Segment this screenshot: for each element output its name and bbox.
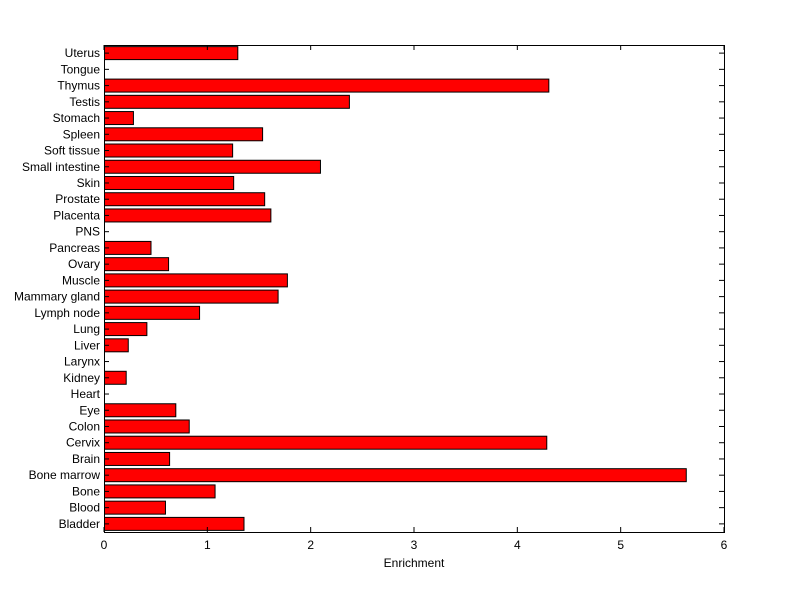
bar-uterus	[104, 46, 239, 61]
bar-lymph-node	[104, 305, 201, 320]
y-tick-label: Cervix	[66, 436, 100, 450]
bar-bladder	[104, 516, 245, 531]
ticks-layer	[103, 45, 725, 532]
plot-frame	[104, 45, 725, 533]
y-tick-label: Soft tissue	[44, 144, 100, 158]
bar-thymus	[104, 78, 550, 93]
x-tick-label: 6	[721, 538, 728, 552]
bar-colon	[104, 419, 190, 434]
y-tick-label: Colon	[69, 419, 100, 433]
bar-testis	[104, 94, 350, 109]
bar-ovary	[104, 257, 170, 272]
x-tick-label: 3	[411, 538, 418, 552]
x-tick-label: 1	[204, 538, 211, 552]
x-tick-label: 4	[514, 538, 521, 552]
bar-pancreas	[104, 240, 152, 255]
bar-muscle	[104, 273, 288, 288]
bar-spleen	[104, 127, 264, 142]
y-tick-label: Placenta	[53, 208, 100, 222]
x-axis-title: Enrichment	[384, 556, 445, 570]
bar-placenta	[104, 208, 272, 223]
bars-layer	[104, 46, 687, 531]
y-tick-label: Stomach	[53, 111, 100, 125]
bar-cervix	[104, 435, 548, 450]
y-tick-label: Tongue	[61, 62, 101, 76]
y-tick-label: Brain	[72, 452, 100, 466]
bar-bone-marrow	[104, 468, 687, 483]
y-tick-label: Kidney	[63, 371, 100, 385]
y-tick-label: Mammary gland	[14, 290, 100, 304]
y-tick-label: Testis	[69, 95, 100, 109]
x-tick-label: 5	[617, 538, 624, 552]
y-tick-label: Larynx	[64, 355, 100, 369]
y-tick-label: PNS	[75, 225, 100, 239]
y-tick-label: Liver	[74, 338, 100, 352]
bar-brain	[104, 451, 171, 466]
bar-soft-tissue	[104, 143, 234, 158]
y-tick-label: Lung	[73, 322, 100, 336]
bar-mammary-gland	[104, 289, 279, 304]
bar-blood	[104, 500, 166, 515]
x-tick-label: 2	[307, 538, 314, 552]
y-tick-label: Spleen	[63, 127, 100, 141]
y-tick-label: Heart	[71, 387, 101, 401]
bar-bone	[104, 484, 216, 499]
y-tick-label: Bladder	[59, 517, 100, 531]
x-tick-label: 0	[101, 538, 108, 552]
y-tick-label: Bone	[72, 484, 100, 498]
y-tick-label: Blood	[69, 501, 100, 515]
y-tick-label: Eye	[79, 403, 100, 417]
y-tick-label: Lymph node	[34, 306, 100, 320]
bar-lung	[104, 322, 148, 337]
bar-skin	[104, 175, 235, 190]
y-tick-label: Thymus	[57, 79, 100, 93]
y-tick-label: Ovary	[68, 257, 100, 271]
bar-small-intestine	[104, 159, 321, 174]
y-tick-label: Pancreas	[49, 241, 100, 255]
y-tick-label: Uterus	[65, 46, 100, 60]
y-tick-label: Prostate	[55, 192, 100, 206]
bar-prostate	[104, 192, 266, 207]
y-tick-label: Bone marrow	[29, 468, 101, 482]
y-tick-label: Skin	[77, 176, 100, 190]
y-tick-label: Muscle	[62, 273, 100, 287]
bar-eye	[104, 403, 177, 418]
y-tick-label: Small intestine	[22, 160, 100, 174]
labels-layer: Uterus Tongue Thymus Testis Stomach Spleen Sof…	[14, 46, 728, 552]
